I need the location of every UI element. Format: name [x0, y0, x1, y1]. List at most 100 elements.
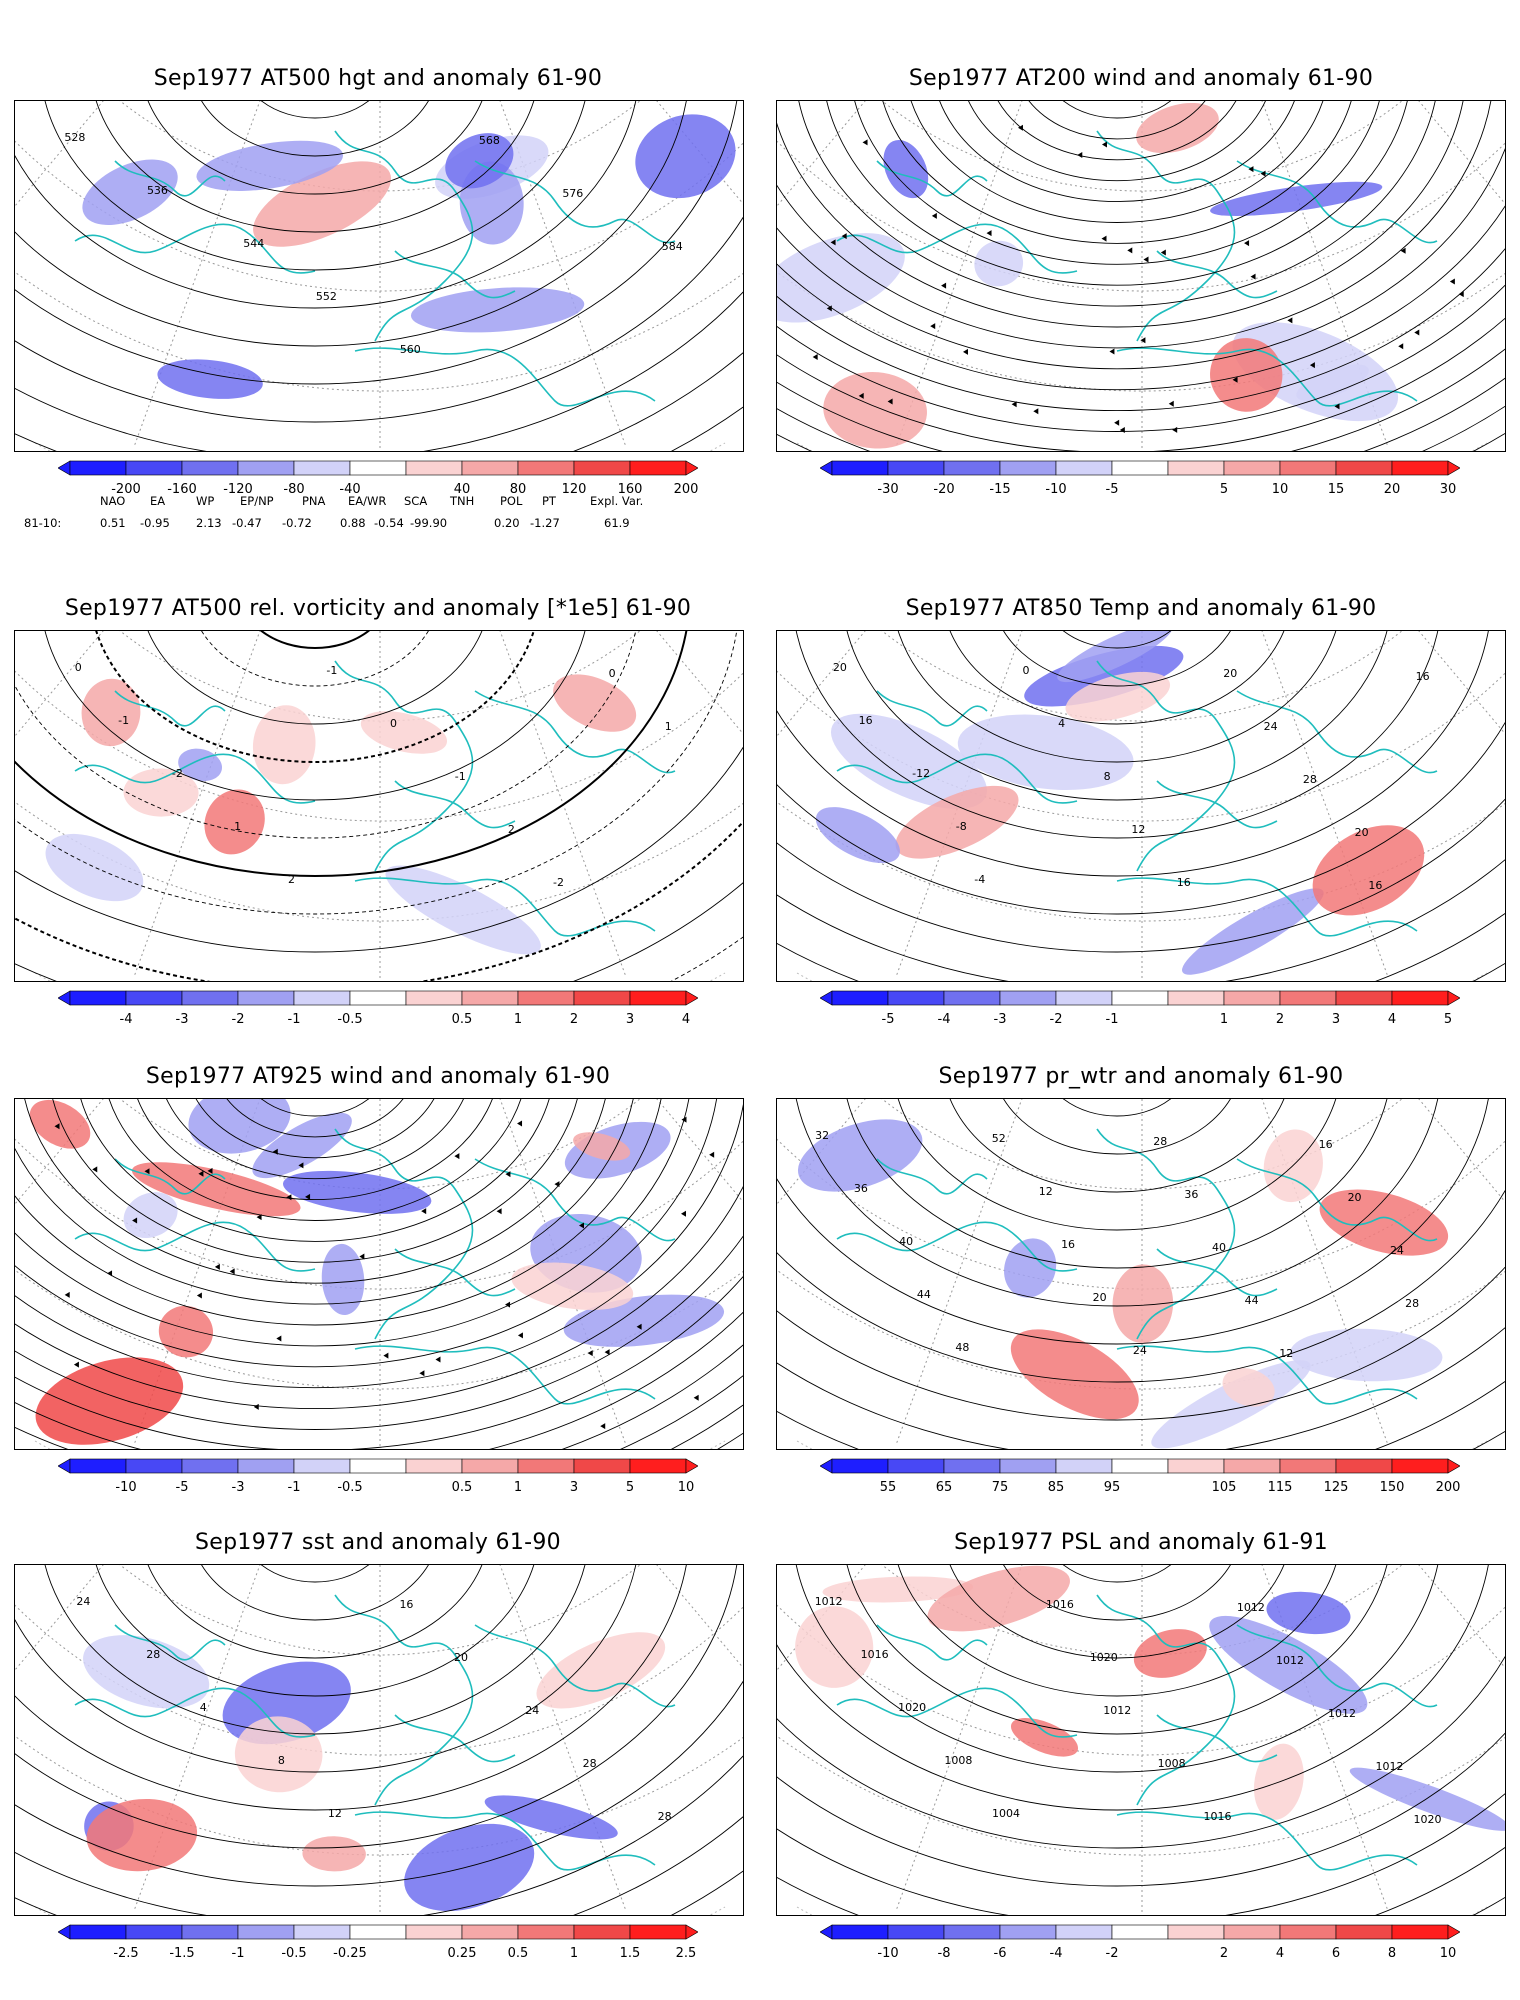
contour-label: 552	[316, 290, 337, 303]
colorbar-tick-label: -10	[1045, 482, 1067, 497]
colorbar-tick-label: 0.5	[451, 1480, 473, 1495]
contour-label: 12	[328, 1807, 342, 1820]
tele-value: -0.95	[140, 516, 170, 530]
coastline	[334, 130, 474, 342]
contour-line	[777, 1565, 1489, 1811]
colorbar-tick-label: 105	[1211, 1480, 1237, 1495]
contour-line	[137, 1099, 493, 1201]
colorbar-segment	[1223, 990, 1281, 1006]
contour-label: 1020	[898, 1701, 926, 1714]
colorbar-tick-label: -3	[993, 1012, 1007, 1027]
arrow-head	[1260, 170, 1266, 177]
colorbar-segment	[349, 1458, 407, 1474]
coastline	[1156, 780, 1278, 829]
tele-header: POL	[500, 494, 523, 508]
graticule	[777, 1565, 1505, 1915]
anomaly-shading	[45, 674, 637, 955]
colorbar-tick-label: -30	[877, 482, 899, 497]
map-graphic	[15, 1099, 743, 1449]
colorbar: -4 -3 -2 -1 -0.5 0.5 1 2 3 4	[58, 990, 698, 1034]
coastline	[1096, 660, 1236, 872]
contour-line	[795, 1565, 1439, 1773]
tele-header: EA/WR	[348, 494, 387, 508]
arrow-head	[931, 212, 937, 219]
contour-label: 1012	[815, 1595, 843, 1608]
arrow-head	[1414, 329, 1420, 336]
arrow-head	[887, 398, 893, 405]
contour-line	[260, 1099, 370, 1117]
colorbar-tick-label: -8	[937, 1946, 951, 1961]
colorbar-tick-label: -200	[111, 482, 141, 497]
colorbar-tick-label: -10	[115, 1480, 137, 1495]
contour-label: 528	[64, 131, 85, 144]
anomaly-region	[35, 1357, 184, 1445]
coastline	[836, 753, 1078, 804]
tele-value: 61.9	[604, 516, 630, 530]
colorbar-segment	[1111, 460, 1169, 476]
colorbar-segment	[1279, 460, 1337, 476]
map-graphic: 24 28 4 8 12 16 20 24 28 28	[15, 1565, 743, 1915]
colorbar-segment	[69, 990, 127, 1006]
colorbar-segment	[237, 1924, 295, 1940]
contour-line	[846, 1099, 1388, 1269]
contour-line	[260, 1565, 370, 1583]
tele-header: PT	[542, 494, 556, 508]
colorbar-segment	[349, 1924, 407, 1940]
colorbar-segment	[1223, 460, 1281, 476]
colorbar-ticks: 55 65 75 85 95 105 115 125 150 200	[820, 1480, 1461, 1498]
contour-line	[795, 1099, 1439, 1307]
tele-header: EA	[150, 494, 166, 508]
contour-label: 40	[1212, 1241, 1226, 1254]
colorbar-segment	[1167, 460, 1225, 476]
contour-line	[15, 631, 637, 839]
contour-label: 48	[955, 1341, 969, 1354]
arrow-head	[693, 1394, 699, 1401]
contour-line	[777, 101, 1492, 349]
colorbar-segment	[293, 1458, 351, 1474]
colorbar-graphic	[820, 460, 1460, 476]
contour-label: 568	[479, 134, 500, 147]
colorbar-segment	[999, 460, 1057, 476]
contour-label: 40	[899, 1235, 913, 1248]
coastline	[394, 1714, 516, 1763]
tele-value: 2.13	[196, 516, 222, 530]
contour-label: -1	[455, 770, 466, 783]
contour-line	[777, 1732, 1505, 1887]
arrow-head	[1143, 256, 1149, 263]
contour-line	[949, 1565, 1285, 1659]
map-graphic: 20 16 -12 -8 -4 0 4 8 12 16 20 24 28 20 16 16	[777, 631, 1505, 981]
anomaly-region	[302, 1836, 366, 1872]
arrow-head	[986, 230, 992, 237]
colorbar-tick-label: -0.5	[281, 1946, 307, 1961]
colorbar-tick-label: 5	[625, 1480, 635, 1495]
contour-label: 0	[609, 667, 616, 680]
coastline	[114, 160, 226, 197]
panel-hgt500: Sep1977 AT500 hgt and anomaly 61-90 528 5…	[0, 0, 760, 560]
contour-label: 20	[1348, 1191, 1362, 1204]
contour-label: 28	[658, 1810, 672, 1823]
contour-line	[15, 216, 743, 423]
contours	[15, 101, 743, 451]
arrow-head	[1160, 249, 1166, 256]
colorbar-tick-label: -3	[175, 1012, 189, 1027]
colorbar-arrow-left	[58, 1458, 71, 1474]
anomaly-region	[1349, 1767, 1505, 1831]
arrow-head	[1101, 235, 1107, 242]
colorbar-tick-label: -160	[167, 482, 197, 497]
colorbar-segment	[943, 1458, 1001, 1474]
colorbar-segment	[1055, 1458, 1113, 1474]
colorbar-segment	[629, 1924, 687, 1940]
contour-label: 1016	[1204, 1810, 1232, 1823]
colorbar-graphic	[58, 1458, 698, 1474]
anomaly-region	[404, 1823, 535, 1912]
coastline	[74, 1687, 316, 1738]
contour-label: -12	[912, 767, 930, 780]
arrow-head	[1244, 240, 1250, 247]
contour-label: 576	[562, 187, 583, 200]
map-graphic: 528 536 544 552 560 568 576 584	[15, 101, 743, 451]
contour-line	[897, 631, 1337, 763]
map-psl: 1012 1016 1020 1008 1004 1016 1020 1012 1008 1016…	[776, 1564, 1506, 1916]
colorbar-graphic	[58, 1924, 698, 1940]
graticule	[15, 101, 743, 451]
anomaly-shading	[83, 1632, 666, 1912]
